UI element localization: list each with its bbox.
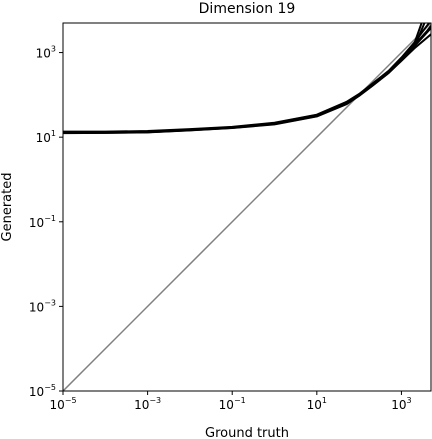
x-tick-label-4: 101 bbox=[307, 396, 327, 412]
y-axis: 10−5 10−3 10−1 101 103 bbox=[29, 45, 63, 399]
plot-frame bbox=[62, 22, 432, 392]
y-axis-label: Generated bbox=[0, 173, 15, 242]
y-tick-label-3: 10−1 bbox=[29, 214, 56, 230]
plot-area bbox=[62, 22, 432, 392]
x-tick-label-1: 10−5 bbox=[49, 396, 76, 412]
y-tick-label-2: 10−3 bbox=[29, 298, 56, 314]
series-line-2 bbox=[63, 23, 426, 135]
x-tick-label-2: 10−3 bbox=[134, 396, 161, 412]
y-tick-label-4: 101 bbox=[36, 129, 56, 145]
y-tick-label-5: 103 bbox=[36, 45, 56, 61]
series-line-6 bbox=[63, 33, 431, 134]
chart-title: Dimension 19 bbox=[199, 1, 296, 17]
series-line-5 bbox=[63, 23, 423, 134]
x-axis: 10−5 10−3 10−1 101 103 bbox=[49, 391, 412, 412]
series-group bbox=[63, 23, 431, 135]
x-tick-label-5: 103 bbox=[391, 396, 411, 412]
x-axis-label: Ground truth bbox=[205, 426, 289, 439]
x-tick-label-3: 10−1 bbox=[219, 396, 246, 412]
y-tick-label-1: 10−5 bbox=[29, 383, 56, 399]
reference-line bbox=[63, 23, 431, 391]
series-line-3 bbox=[63, 23, 430, 133]
